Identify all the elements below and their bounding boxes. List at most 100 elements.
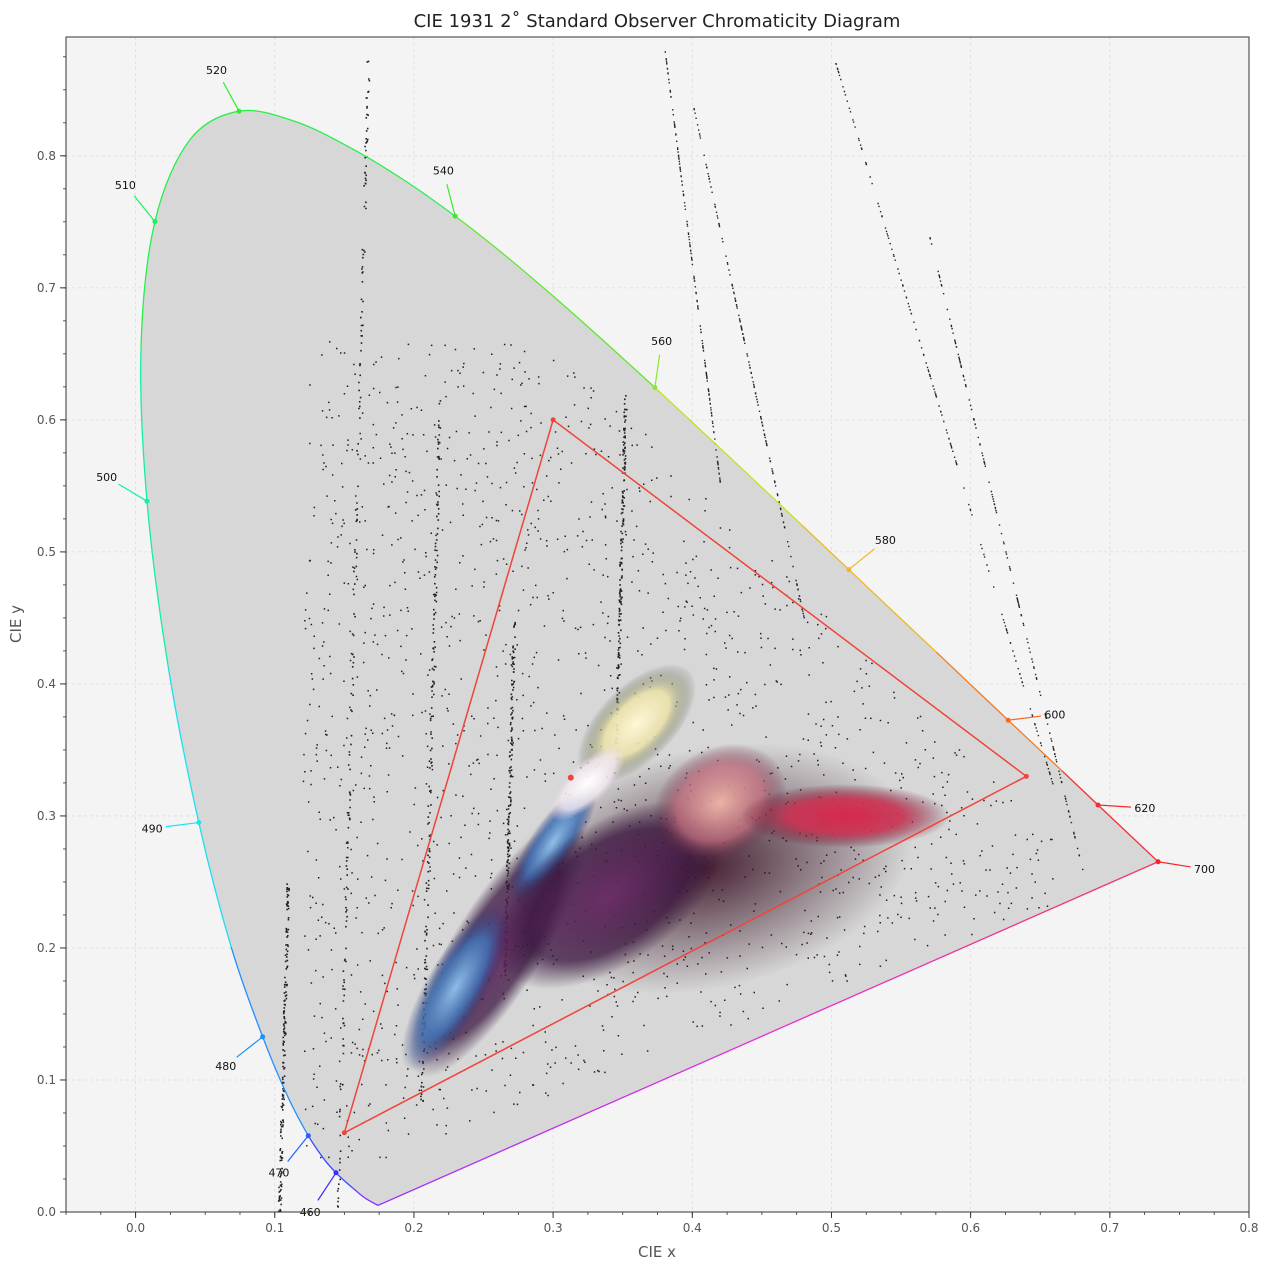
wavelength-label: 540 bbox=[433, 165, 454, 178]
x-tick-label: 0.6 bbox=[961, 1221, 980, 1235]
wavelength-dot bbox=[260, 1034, 266, 1040]
wavelength-dot bbox=[144, 498, 150, 504]
locus-segment bbox=[454, 215, 506, 257]
locus-segment bbox=[230, 946, 264, 1038]
wavelength-dot bbox=[333, 1170, 339, 1176]
y-tick-label: 0.5 bbox=[37, 545, 56, 559]
wavelength-label: 700 bbox=[1194, 863, 1215, 876]
wavelength-label: 620 bbox=[1134, 802, 1155, 815]
locus-segment bbox=[238, 109, 295, 122]
y-axis-label: CIE y bbox=[7, 605, 25, 643]
wavelength-dot bbox=[152, 219, 158, 225]
locus-segment bbox=[350, 147, 405, 181]
gamut-vertex bbox=[1023, 773, 1029, 779]
locus-segment bbox=[198, 822, 232, 948]
wavelength-dot bbox=[452, 213, 458, 219]
gamut-triangle bbox=[343, 418, 1028, 1135]
wavelength-dot bbox=[1005, 717, 1011, 723]
y-tick-label: 0.6 bbox=[37, 413, 56, 427]
wavelength-dot bbox=[1095, 802, 1101, 808]
y-tick-label: 0.2 bbox=[37, 941, 56, 955]
wavelength-tick bbox=[1158, 861, 1191, 868]
locus-segment bbox=[140, 221, 156, 348]
pixel-cloud bbox=[401, 664, 951, 1078]
locus-segment bbox=[154, 139, 191, 222]
wavelength-label: 470 bbox=[268, 1166, 289, 1179]
locus-segment bbox=[403, 179, 456, 217]
locus-segment bbox=[703, 433, 755, 481]
locus-segment bbox=[801, 524, 850, 571]
wavelength-markers: 460 470 480 490 500 510 520 540 560 580 600 620 700 bbox=[96, 64, 1215, 1219]
x-tick-label: 0.2 bbox=[404, 1221, 423, 1235]
locus-segment bbox=[848, 569, 895, 613]
magenta-cloud bbox=[494, 801, 723, 990]
wavelength-label: 460 bbox=[300, 1206, 321, 1219]
locus-segment bbox=[167, 667, 200, 823]
x-tick-label: 0.7 bbox=[1100, 1221, 1119, 1235]
wavelength-tick bbox=[654, 354, 661, 388]
x-axis: 0.0 0.1 0.2 0.3 0.4 0.5 0.6 0.7 0.8 bbox=[65, 1212, 1259, 1235]
locus-segment bbox=[353, 1188, 365, 1199]
white-cloud bbox=[549, 744, 626, 822]
locus-segment bbox=[753, 479, 803, 526]
gamut-vertex bbox=[341, 1130, 347, 1136]
wavelength-label: 580 bbox=[875, 534, 896, 547]
wavelength-dot bbox=[236, 108, 242, 114]
x-tick-label: 0.3 bbox=[544, 1221, 563, 1235]
x-tick-label: 0.4 bbox=[683, 1221, 702, 1235]
locus-segment bbox=[604, 341, 656, 388]
whitepoint-marker bbox=[567, 774, 574, 781]
locus-segment bbox=[287, 1097, 309, 1137]
x-tick-label: 0.1 bbox=[265, 1221, 284, 1235]
wavelength-label: 520 bbox=[206, 64, 227, 77]
wavelength-tick bbox=[133, 195, 156, 222]
y-axis: 0.0 0.1 0.2 0.3 0.4 0.5 0.6 0.7 0.8 bbox=[37, 56, 66, 1219]
wavelength-dot bbox=[1155, 859, 1161, 865]
y-tick-label: 0.0 bbox=[37, 1205, 56, 1219]
y-tick-label: 0.3 bbox=[37, 809, 56, 823]
line-of-purples bbox=[377, 861, 1159, 1206]
locus-segment bbox=[1097, 804, 1137, 842]
wavelength-tick bbox=[1097, 804, 1131, 808]
locus-segment bbox=[974, 688, 1009, 721]
spectral-locus-fill bbox=[140, 110, 1159, 1206]
wavelength-label: 560 bbox=[651, 335, 672, 348]
wavelength-label: 490 bbox=[142, 822, 163, 835]
x-tick-label: 0.0 bbox=[126, 1221, 145, 1235]
pink-cloud bbox=[653, 743, 787, 862]
wavelength-label: 600 bbox=[1044, 708, 1065, 721]
wavelength-tick bbox=[236, 1036, 264, 1058]
locus-segment bbox=[307, 1135, 325, 1160]
wavelength-tick bbox=[222, 81, 240, 112]
wavelength-tick bbox=[848, 548, 875, 571]
locus-segment bbox=[189, 110, 240, 141]
wavelength-tick bbox=[1008, 715, 1042, 721]
locus-segment bbox=[262, 1036, 289, 1098]
red-cloud bbox=[740, 783, 951, 848]
wavelength-tick bbox=[118, 483, 148, 502]
gamut-vertex bbox=[550, 417, 556, 423]
x-tick-label: 0.5 bbox=[822, 1221, 841, 1235]
locus-segment bbox=[140, 347, 148, 502]
wavelength-label: 500 bbox=[96, 471, 117, 484]
locus-segment bbox=[554, 297, 606, 343]
locus-segment bbox=[654, 387, 705, 435]
locus-segment bbox=[1007, 719, 1063, 772]
wavelength-dot bbox=[305, 1133, 311, 1139]
y-tick-label: 0.7 bbox=[37, 281, 56, 295]
locus-segment bbox=[935, 651, 976, 690]
locus-segment bbox=[505, 255, 556, 299]
wavelength-tick bbox=[446, 184, 456, 217]
locus-segment bbox=[345, 1181, 354, 1190]
y-tick-label: 0.1 bbox=[37, 1073, 56, 1087]
wavelength-tick bbox=[165, 821, 199, 828]
locus-segment bbox=[893, 611, 937, 653]
chart-title: CIE 1931 2˚ Standard Observer Chromatici… bbox=[414, 11, 901, 32]
blue-cloud bbox=[401, 903, 510, 1072]
wavelength-dot bbox=[196, 820, 202, 826]
y-tick-label: 0.4 bbox=[37, 677, 56, 691]
wavelength-dot bbox=[652, 385, 658, 391]
wavelength-label: 480 bbox=[215, 1060, 236, 1073]
